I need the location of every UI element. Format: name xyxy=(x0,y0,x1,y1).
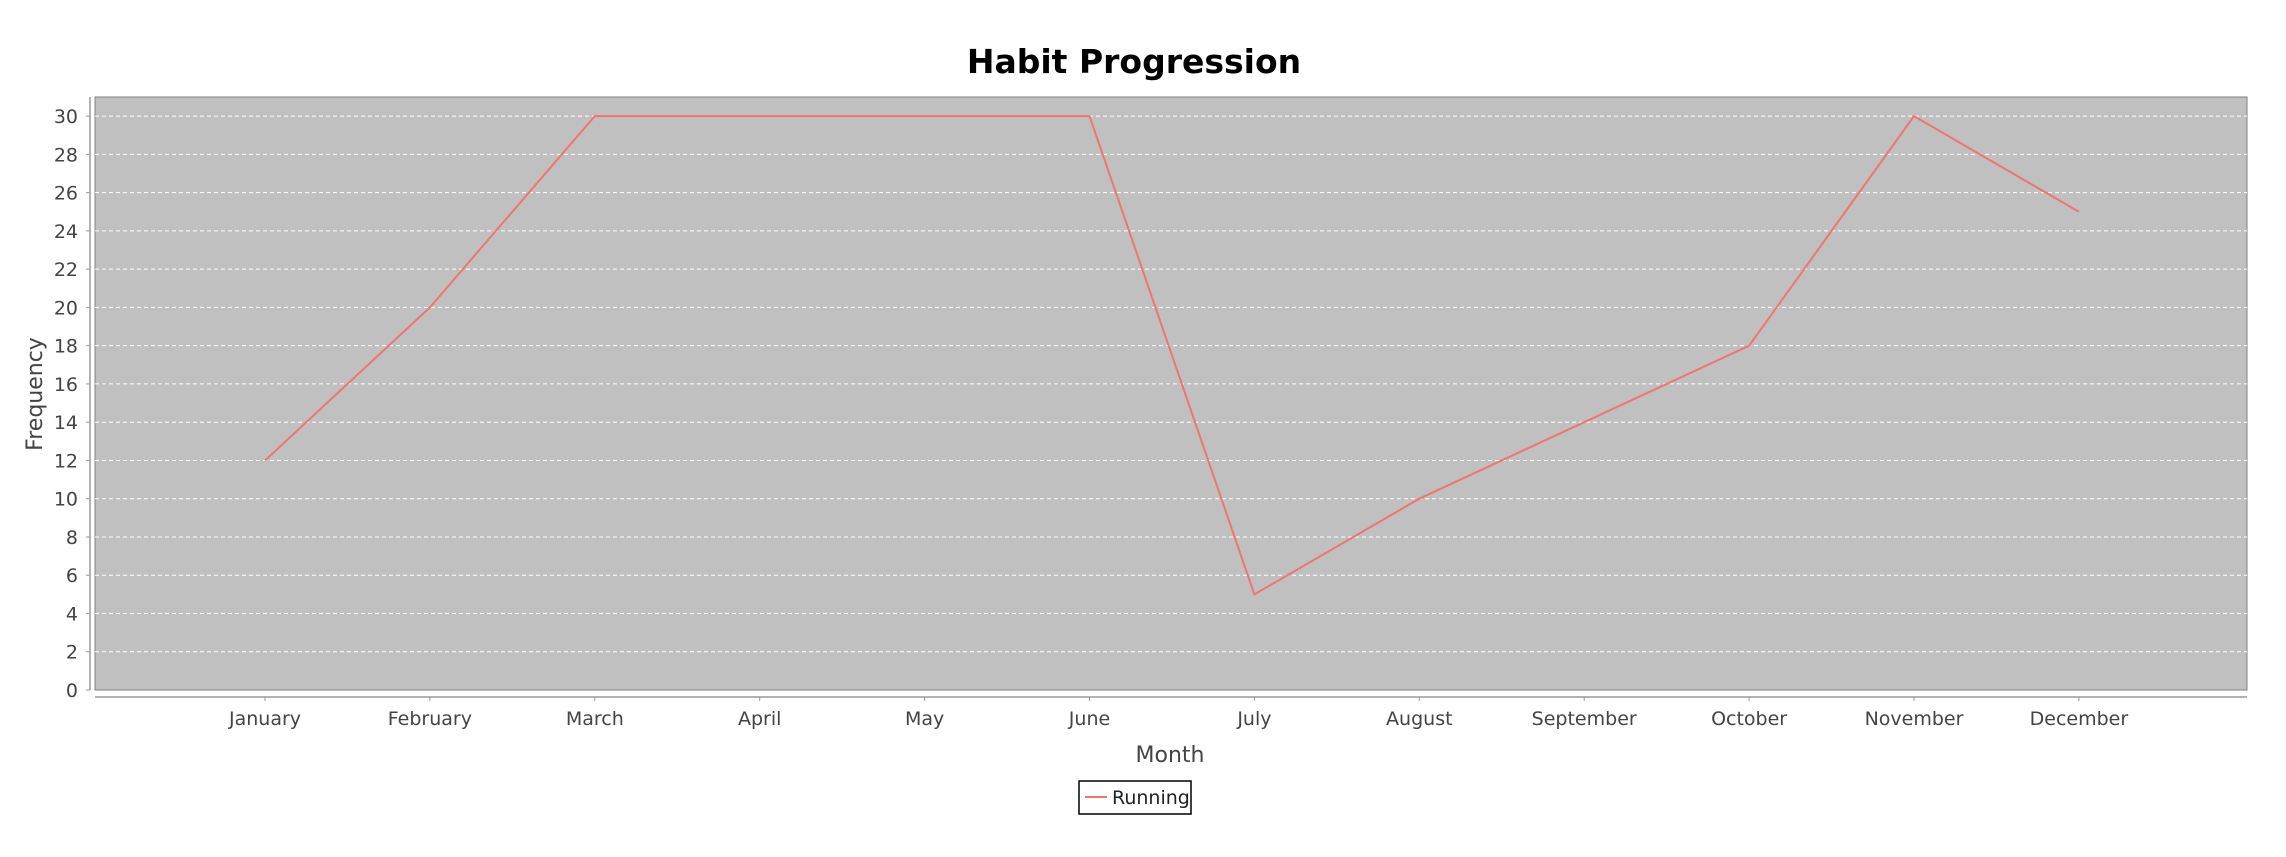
y-tick-label: 20 xyxy=(54,297,78,319)
x-tick-label: March xyxy=(566,708,624,730)
y-tick-label: 26 xyxy=(54,183,78,205)
y-tick-label: 28 xyxy=(54,144,78,166)
y-tick-label: 8 xyxy=(66,527,78,549)
y-tick-label: 2 xyxy=(66,642,78,664)
x-axis-ticks: January February March April May June July Augu… xyxy=(228,697,2128,730)
x-tick-label: September xyxy=(1532,708,1637,730)
legend-label-running: Running xyxy=(1112,787,1190,809)
x-tick-label: April xyxy=(738,708,781,730)
y-tick-label: 30 xyxy=(54,106,78,128)
y-tick-label: 0 xyxy=(66,680,78,702)
y-tick-label: 18 xyxy=(54,336,78,358)
y-tick-label: 6 xyxy=(66,565,78,587)
y-tick-label: 24 xyxy=(54,221,78,243)
y-tick-label: 4 xyxy=(66,603,78,625)
y-tick-label: 16 xyxy=(54,374,78,396)
x-tick-label: February xyxy=(388,708,472,730)
x-tick-label: July xyxy=(1236,708,1271,730)
x-tick-label: November xyxy=(1865,708,1964,730)
plot-area xyxy=(95,97,2247,690)
x-axis-label: Month xyxy=(1136,743,1205,768)
x-tick-label: October xyxy=(1711,708,1787,730)
y-axis-label: Frequency xyxy=(23,337,48,451)
y-tick-label: 14 xyxy=(54,412,78,434)
x-tick-label: August xyxy=(1386,708,1453,730)
x-tick-label: May xyxy=(905,708,944,730)
x-tick-label: December xyxy=(2030,708,2129,730)
legend: Running xyxy=(1079,781,1191,814)
x-tick-label: January xyxy=(228,708,301,730)
x-tick-label: June xyxy=(1068,708,1110,730)
chart-title: Habit Progression xyxy=(967,42,1301,81)
y-tick-label: 10 xyxy=(54,489,78,511)
y-tick-label: 22 xyxy=(54,259,78,281)
y-tick-label: 12 xyxy=(54,450,78,472)
